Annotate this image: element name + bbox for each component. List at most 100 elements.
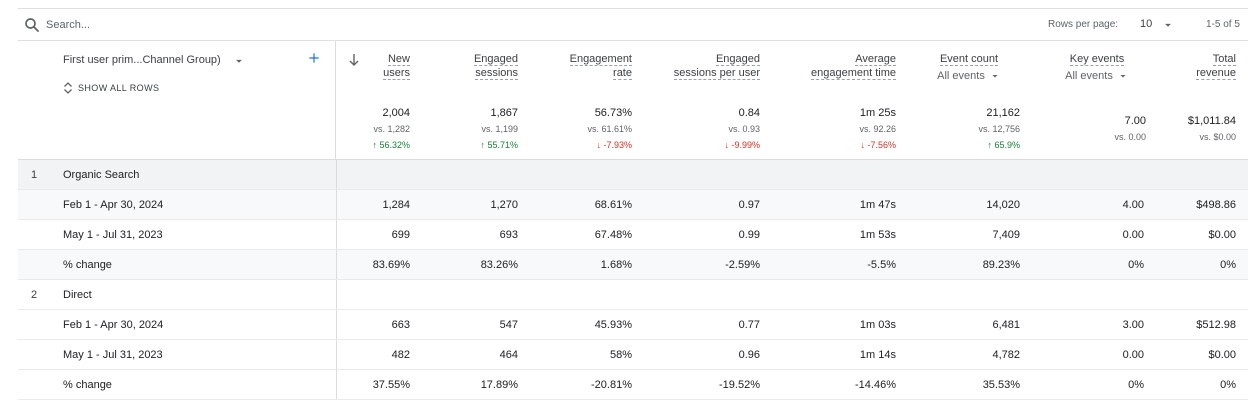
table-cell: 1.68% (600, 259, 632, 271)
column-engaged-sessions-per-user[interactable]: Engaged sessions per user 0.84 vs. 0.93 ↓… (638, 41, 760, 160)
table-cell: $0.00 (1208, 229, 1236, 241)
table-cell: -20.81% (591, 379, 632, 391)
table-cell: 58% (609, 349, 632, 361)
column-divider (336, 250, 337, 279)
table-cell: 464 (499, 349, 518, 361)
comparison-value: vs. 61.61% (587, 124, 632, 134)
column-title: Key events (1069, 53, 1125, 66)
table-cell: 1m 03s (859, 319, 896, 331)
table-cell: 0.97 (738, 199, 760, 211)
column-title: Average (855, 53, 896, 66)
event-filter-select[interactable]: All events (937, 69, 1001, 83)
show-all-rows-label: SHOW ALL ROWS (78, 83, 160, 93)
add-dimension-button[interactable] (305, 50, 323, 68)
column-title: rate (613, 67, 632, 80)
table-header: First user prim...Channel Group) SHOW AL… (18, 41, 1248, 160)
table-cell: 83.69% (372, 259, 410, 271)
column-engagement-rate[interactable]: Engagement rate 56.73% vs. 61.61% ↓ -7.93… (528, 41, 632, 160)
total-value: $1,011.84 (1187, 115, 1236, 127)
table-row[interactable]: Feb 1 - Apr 30, 2024 663 547 45.93% 0.77 1m 0… (18, 310, 1248, 340)
row-label: May 1 - Jul 31, 2023 (63, 349, 163, 361)
column-new-users[interactable]: New users 2,004 vs. 1,282 ↑ 56.32% (310, 41, 410, 160)
table-cell: 7,409 (992, 229, 1020, 241)
table-cell: 1m 53s (859, 229, 896, 241)
column-title: Total (1212, 53, 1236, 66)
table-cell: 693 (499, 229, 518, 241)
table-row[interactable]: May 1 - Jul 31, 2023 699 693 67.48% 0.99 1m 5… (18, 220, 1248, 250)
column-title: users (383, 67, 410, 80)
table-row[interactable]: % change 37.55% 17.89% -20.81% -19.52% -14.46… (18, 370, 1248, 400)
delta-text: 56.32% (379, 140, 410, 150)
table-cell: 1,284 (382, 199, 410, 211)
comparison-value: vs. 12,756 (978, 124, 1020, 134)
table-row[interactable]: 1 Organic Search (18, 160, 1248, 190)
caret-down-icon[interactable] (1161, 18, 1175, 32)
rows-per-page-label: Rows per page: (1048, 19, 1119, 30)
total-value: 2,004 (382, 107, 410, 119)
table-cell: 1,270 (490, 199, 518, 211)
delta-value: ↓ -7.56% (860, 140, 896, 150)
table-cell: 35.53% (982, 379, 1020, 391)
column-divider (336, 370, 337, 399)
table-toolbar: Rows per page: 10 1-5 of 5 (18, 8, 1248, 41)
comparison-value: vs. 1,282 (373, 124, 410, 134)
row-label: % change (63, 379, 112, 391)
row-label: Organic Search (63, 169, 140, 181)
total-value: 7.00 (1124, 115, 1146, 127)
key-event-filter-label: All events (1065, 70, 1113, 82)
comparison-value: vs. 0.93 (728, 124, 760, 134)
table-cell: -19.52% (719, 379, 760, 391)
total-value: 56.73% (594, 107, 632, 119)
column-divider (336, 310, 337, 339)
column-engaged-sessions[interactable]: Engaged sessions 1,867 vs. 1,199 ↑ 55.71% (418, 41, 518, 160)
rows-per-page-select[interactable]: 10 (1140, 18, 1153, 30)
delta-text: 55.71% (487, 140, 518, 150)
dimension-header: First user prim...Channel Group) SHOW AL… (18, 41, 336, 160)
table-cell: 0% (1220, 259, 1236, 271)
table-cell: 0.77 (738, 319, 760, 331)
column-key-events[interactable]: Key events All events 7.00 vs. 0.00 (1040, 41, 1154, 160)
row-label: % change (63, 259, 112, 271)
table-cell: 0% (1128, 379, 1144, 391)
column-event-count[interactable]: Event count All events 21,162 vs. 12,756… (918, 41, 1020, 160)
row-label: Feb 1 - Apr 30, 2024 (63, 319, 164, 331)
table-cell: 0.00 (1122, 229, 1144, 241)
arrow-down-icon: ↓ (596, 140, 601, 150)
sort-descending-icon[interactable] (348, 53, 360, 67)
table-row[interactable]: 2 Direct (18, 280, 1248, 310)
key-event-filter-select[interactable]: All events (1065, 69, 1129, 83)
row-index: 2 (31, 289, 38, 301)
column-divider (336, 340, 337, 369)
column-title: Engaged (473, 53, 518, 66)
table-cell: 89.23% (982, 259, 1020, 271)
caret-down-icon[interactable] (232, 54, 246, 68)
column-total-revenue[interactable]: Total revenue $1,011.84 vs. $0.00 (1158, 41, 1236, 160)
table-cell: 37.55% (372, 379, 410, 391)
show-all-rows-button[interactable]: SHOW ALL ROWS (63, 82, 159, 94)
delta-value: ↑ 55.71% (480, 140, 518, 150)
table-cell: 0.99 (738, 229, 760, 241)
row-label: Direct (63, 289, 92, 301)
caret-down-icon (1120, 75, 1126, 78)
table-row[interactable]: May 1 - Jul 31, 2023 482 464 58% 0.96 1m 14s 4… (18, 340, 1248, 370)
table-cell: 0.00 (1122, 349, 1144, 361)
dimension-selector[interactable]: First user prim...Channel Group) (63, 54, 221, 66)
table-cell: 68.61% (594, 199, 632, 211)
delta-text: -9.99% (731, 140, 760, 150)
search-input[interactable] (46, 15, 466, 35)
table-cell: 17.89% (480, 379, 518, 391)
table-cell: 83.26% (480, 259, 518, 271)
table-cell: 45.93% (594, 319, 632, 331)
delta-value: ↓ -9.99% (724, 140, 760, 150)
table-row[interactable]: % change 83.69% 83.26% 1.68% -2.59% -5.5% 89.2… (18, 250, 1248, 280)
table-row[interactable]: Feb 1 - Apr 30, 2024 1,284 1,270 68.61% 0.97… (18, 190, 1248, 220)
column-title: revenue (1196, 67, 1236, 80)
table-cell: 0.96 (738, 349, 760, 361)
table-cell: -14.46% (855, 379, 896, 391)
column-average-engagement-time[interactable]: Average engagement time 1m 25s vs. 92.26 … (778, 41, 896, 160)
comparison-value: vs. 0.00 (1114, 132, 1146, 142)
table-cell: 3.00 (1122, 319, 1144, 331)
column-title: Engaged (715, 53, 760, 66)
table-cell: 0% (1220, 379, 1236, 391)
arrow-up-icon: ↑ (987, 140, 992, 150)
